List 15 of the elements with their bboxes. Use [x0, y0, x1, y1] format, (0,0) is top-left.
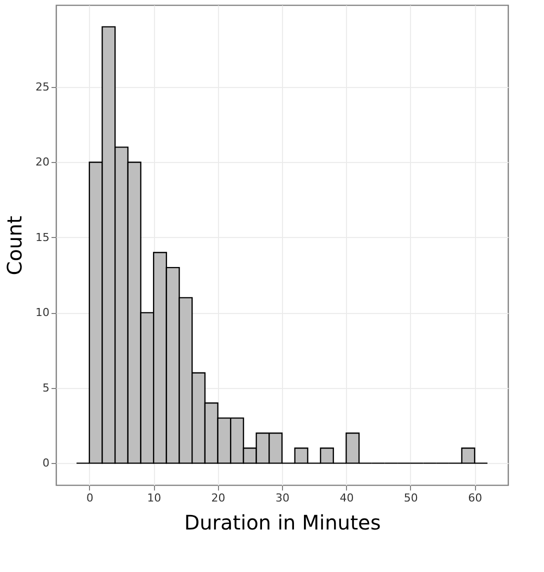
x-tick-label: 10 — [147, 492, 162, 504]
y-tick-label: 15 — [36, 230, 50, 244]
x-tick-label: 30 — [276, 492, 290, 504]
x-axis-title: Duration in Minutes — [184, 510, 381, 534]
y-tick-label: 20 — [36, 156, 50, 169]
x-tick-label: 20 — [211, 492, 226, 504]
y-tick-label: 25 — [36, 80, 50, 94]
y-axis-title: Count — [2, 216, 27, 276]
y-tick-label: 0 — [42, 456, 50, 470]
x-tick-label: 50 — [404, 492, 418, 504]
x-tick-label: 60 — [468, 492, 482, 504]
y-tick-label: 5 — [42, 381, 50, 394]
x-tick-label: 40 — [340, 492, 354, 504]
y-tick-label: 10 — [36, 306, 50, 320]
x-tick-label: 0 — [86, 492, 94, 504]
